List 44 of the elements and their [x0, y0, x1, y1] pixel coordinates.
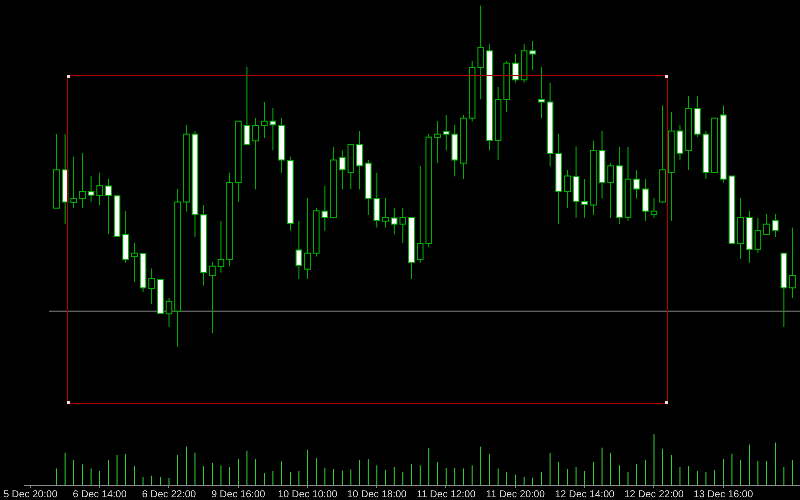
x-tick-label: 12 Dec 22:00: [624, 490, 684, 500]
x-tick-label: 9 Dec 16:00: [212, 490, 266, 500]
candlestick: [88, 176, 95, 204]
candlestick: [270, 108, 277, 152]
candlestick: [218, 220, 225, 274]
candlestick: [564, 170, 571, 209]
x-tick-label: 10 Dec 10:00: [278, 490, 338, 500]
candlestick: [374, 172, 380, 228]
x-tick-label: 10 Dec 18:00: [347, 490, 408, 500]
candlestick: [70, 156, 78, 209]
candlestick: [252, 118, 260, 190]
x-tick-label: 13 Dec 16:00: [694, 490, 754, 500]
x-tick-label: 11 Dec 12:00: [417, 490, 476, 500]
candlestick: [530, 40, 536, 72]
candlestick: [789, 227, 796, 299]
candlestick: [79, 152, 86, 209]
candlestick: [754, 217, 762, 254]
candlestick: [763, 214, 770, 236]
candlestick: [166, 298, 173, 328]
candlestick: [261, 102, 268, 139]
candlestick: [676, 124, 684, 161]
candlestick: [322, 185, 329, 232]
candlestick: [512, 54, 520, 84]
x-tick-label: 5 Dec 20:00: [4, 490, 58, 500]
x-tick-label: 6 Dec 14:00: [73, 490, 128, 500]
candlestick: [538, 67, 546, 120]
candlestick: [131, 242, 138, 283]
candlestick: [478, 5, 484, 100]
candlestick: [96, 172, 104, 206]
candlestick: [443, 114, 450, 152]
candlestick: [772, 214, 779, 238]
candlestick: [434, 120, 442, 164]
candlestick: [105, 178, 112, 236]
candlestick: [244, 66, 251, 146]
x-tick-label: 6 Dec 22:00: [142, 490, 197, 500]
candlestick: [356, 130, 364, 190]
candlestick: [650, 198, 658, 218]
candlestick: [296, 220, 303, 280]
x-tick-label: 12 Dec 14:00: [555, 490, 616, 500]
candlestick: [382, 198, 390, 228]
candlestick: [304, 198, 312, 280]
x-tick-label: 11 Dec 20:00: [486, 490, 546, 500]
candlestick: [339, 150, 346, 190]
candlestick: [582, 178, 588, 218]
